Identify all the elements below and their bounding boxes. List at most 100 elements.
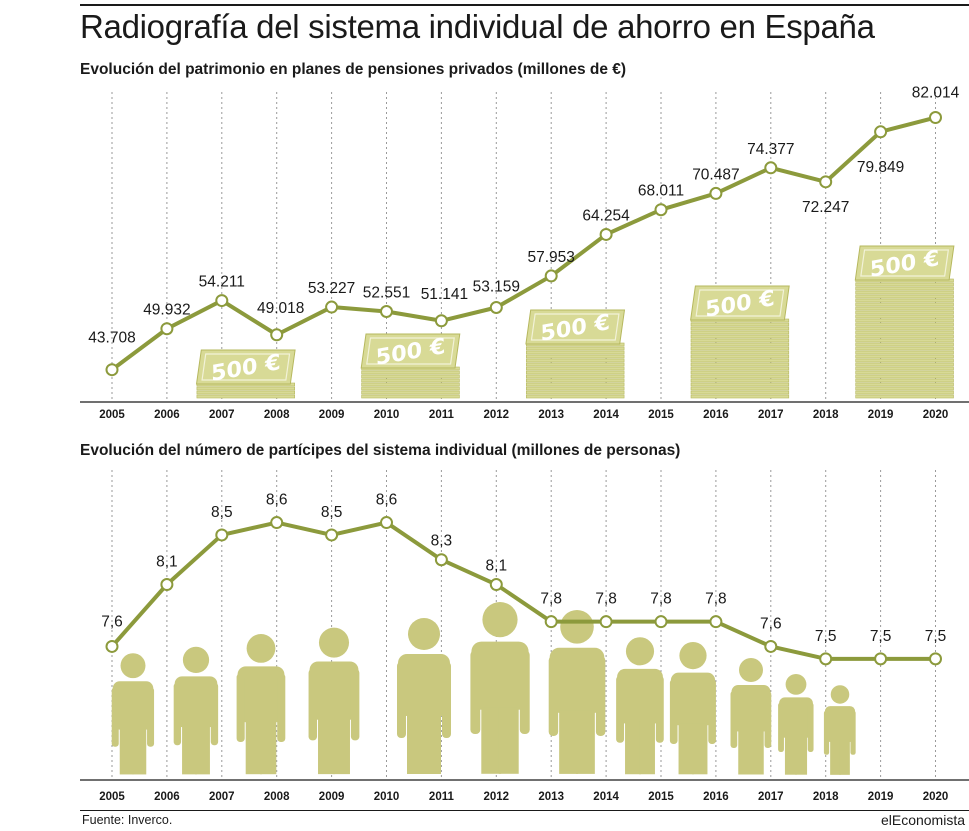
person-leg	[119, 727, 134, 775]
person-leg	[839, 740, 850, 775]
bill-edge	[525, 382, 625, 387]
person-arm	[595, 656, 606, 736]
person-head	[318, 627, 350, 658]
person-head	[482, 602, 518, 638]
person-body	[731, 685, 771, 732]
bill-edge	[361, 382, 460, 387]
bill-edge	[855, 282, 954, 287]
data-point	[654, 615, 668, 629]
x-tick-label: 2008	[264, 409, 290, 421]
data-point	[929, 111, 942, 125]
bill-edge	[525, 354, 625, 359]
bill-edge	[855, 394, 954, 399]
x-tick-label: 2011	[429, 409, 455, 421]
person-icon	[308, 627, 360, 775]
data-point	[489, 578, 503, 592]
data-point	[380, 516, 393, 530]
chart2-subtitle: Evolución del número de partícipes del s…	[80, 442, 681, 459]
bill-edge	[855, 374, 954, 379]
data-label: 53.159	[473, 278, 520, 295]
chart2-x-axis: 2005 2006 2007 2008 2009 2010 2011 2012 2013 2014…	[80, 779, 969, 803]
data-label: 7,8	[595, 591, 617, 608]
bill-border	[366, 337, 455, 365]
x-tick-label: 2009	[319, 409, 345, 421]
person-leg	[423, 714, 441, 774]
x-tick-label: 2015	[648, 409, 674, 421]
data-label: 64.254	[582, 207, 630, 224]
bill-edge	[855, 350, 954, 355]
person-arm	[850, 710, 856, 755]
data-label: 7,8	[650, 591, 672, 608]
bill-edge	[690, 362, 790, 367]
x-tick-label: 2006	[154, 791, 180, 803]
person-body	[670, 672, 716, 726]
person-body	[617, 668, 663, 724]
person-body	[309, 661, 359, 720]
bill-stack: 500 €	[854, 245, 955, 399]
bill-edge	[690, 346, 790, 351]
bill-rect	[360, 333, 461, 369]
person-arm	[669, 679, 678, 744]
data-label: 53.227	[308, 280, 355, 297]
bill-edge	[855, 318, 954, 323]
person-leg	[639, 721, 655, 775]
data-point	[434, 553, 448, 567]
data-label: 52.551	[363, 284, 410, 301]
data-point	[764, 161, 778, 175]
x-tick-label: 2005	[99, 791, 125, 803]
series-line	[110, 115, 937, 372]
data-label: 82.014	[912, 85, 960, 102]
bill-edge	[855, 310, 954, 315]
person-icon	[730, 658, 772, 775]
bill-face: 500 €	[195, 349, 296, 387]
bill-edge	[855, 366, 954, 371]
person-body	[824, 706, 856, 743]
data-point	[929, 652, 942, 666]
bill-border	[530, 313, 620, 341]
bill-edge	[690, 338, 790, 343]
data-label: 7,5	[925, 628, 947, 645]
x-tick-label: 2020	[923, 791, 949, 803]
data-point	[270, 516, 284, 530]
bill-stack: 500 €	[525, 309, 626, 399]
bill-edge	[855, 314, 954, 319]
data-label: 7,8	[540, 591, 562, 608]
bill-edge	[690, 334, 790, 339]
source-note: Fuente: Inverco.	[82, 813, 173, 827]
series-line	[110, 520, 936, 661]
data-point	[160, 578, 174, 592]
data-label: 49.018	[257, 300, 304, 317]
data-label: 8,1	[486, 558, 508, 575]
data-label: 7,6	[760, 615, 782, 632]
bill-edge	[525, 386, 625, 391]
bill-edge	[690, 378, 790, 383]
x-tick-label: 2018	[813, 791, 839, 803]
chart1-bill-stacks: 500 € 500 € 500 € 500 € 500 €	[195, 245, 955, 399]
person-leg	[750, 729, 764, 775]
bill-edge	[855, 302, 954, 307]
data-point	[819, 175, 833, 189]
x-tick-label: 2010	[374, 409, 400, 421]
person-icon	[470, 602, 530, 774]
data-point	[819, 652, 833, 666]
bill-edge	[855, 334, 954, 339]
person-leg	[260, 720, 277, 775]
bill-face: 500 €	[360, 333, 461, 371]
person-arm	[708, 679, 716, 744]
x-tick-label: 2005	[99, 409, 125, 421]
person-head	[739, 658, 763, 682]
chart1-subtitle: Evolución del patrimonio en planes de pe…	[80, 61, 627, 78]
person-arm	[442, 662, 451, 738]
data-label: 7,5	[870, 628, 892, 645]
person-leg	[559, 710, 579, 774]
x-tick-label: 2012	[484, 409, 510, 421]
person-leg	[407, 714, 425, 774]
data-point	[325, 300, 339, 314]
data-label: 68.011	[638, 183, 684, 200]
person-arm	[823, 710, 830, 755]
data-point	[160, 322, 174, 336]
bill-border	[860, 249, 950, 277]
person-leg	[692, 723, 708, 775]
person-body	[237, 666, 285, 723]
